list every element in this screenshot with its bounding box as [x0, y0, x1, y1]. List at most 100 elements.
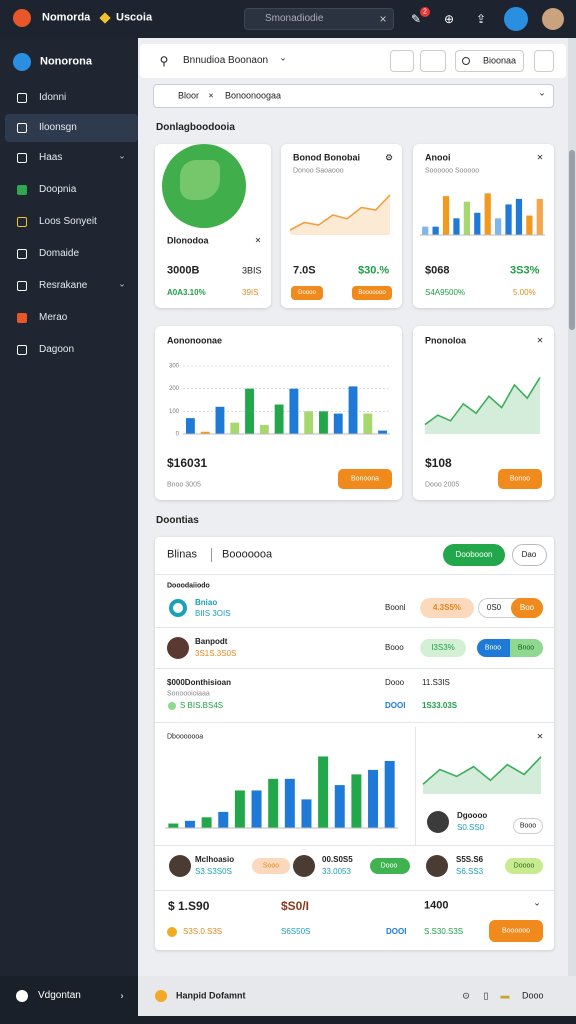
bar: [422, 226, 429, 235]
active-item: [5, 114, 138, 142]
button[interactable]: [291, 286, 323, 300]
button[interactable]: [489, 920, 543, 942]
row-sub: 3S1S.3S0S: [195, 649, 237, 658]
scrollbar: [568, 38, 576, 976]
icon[interactable]: ✎: [410, 12, 422, 26]
chart: [289, 194, 391, 235]
card-subtitle: Bnoo 3005: [167, 481, 201, 489]
toolbar-button: Bioonaa: [483, 55, 517, 66]
button[interactable]: [498, 469, 542, 489]
row-icon-inner: [173, 603, 183, 613]
nav-icon: [17, 93, 27, 103]
toolbar: [140, 44, 566, 78]
selector: Bnnudioa Boonaon: [183, 55, 269, 66]
chevron[interactable]: ⌄: [118, 150, 126, 161]
bar: [304, 411, 314, 434]
bar: [251, 790, 262, 828]
card-title: Anooi: [425, 152, 451, 163]
card-value: 7.0S: [293, 264, 316, 277]
button[interactable]: [512, 544, 547, 566]
bar: [536, 198, 543, 235]
search-placeholder: Smonadiodie: [265, 13, 324, 24]
button[interactable]: [338, 469, 392, 489]
person-name: 00.S0S5: [322, 855, 353, 864]
person-value: S0.SS0: [457, 823, 485, 832]
pill: [370, 858, 410, 874]
logo: [13, 9, 31, 27]
close[interactable]: ✕: [536, 336, 544, 345]
nav-item: Haas: [39, 152, 63, 163]
bar: [259, 424, 269, 434]
search-icon[interactable]: ⚲: [159, 54, 169, 68]
row-sub: BIIS 3OIS: [195, 609, 231, 618]
btn[interactable]: [420, 50, 446, 72]
button[interactable]: [443, 544, 505, 566]
button-label: Doobooon: [455, 550, 493, 559]
tab: Blinas: [167, 548, 197, 561]
y-tick-label: 200: [169, 386, 180, 392]
avatar: [427, 811, 449, 833]
avatar: [167, 637, 189, 659]
pill: [505, 858, 543, 874]
icon[interactable]: ▬: [500, 990, 510, 1001]
btn[interactable]: [455, 50, 524, 72]
chart: [422, 756, 542, 794]
scroll-thumb: [569, 150, 575, 330]
nav-icon: [17, 153, 27, 163]
section-title: Doontias: [156, 515, 199, 526]
avatar: [293, 855, 315, 877]
group-title: Dooodaiiodo: [167, 582, 210, 590]
close[interactable]: ✕: [536, 732, 544, 741]
icon[interactable]: ⊕: [443, 12, 455, 26]
settings[interactable]: ⚙: [384, 152, 394, 163]
close[interactable]: ✕: [536, 153, 544, 162]
bar: [218, 811, 229, 828]
bar: [463, 201, 470, 235]
nav-icon: [17, 281, 27, 291]
total-sub: S6S50S: [281, 927, 311, 936]
nav-item: Merao: [39, 312, 68, 323]
filter-tag: Bloor: [178, 90, 200, 101]
row-label: Boonl: [385, 603, 406, 612]
row-name: Bniao: [195, 598, 218, 607]
divider: [155, 890, 554, 891]
nav-icon: [17, 185, 27, 195]
chevron[interactable]: ⌄: [118, 278, 126, 289]
bar: [526, 215, 533, 235]
close[interactable]: ✕: [254, 236, 262, 245]
pill-label: Sooo: [262, 862, 280, 870]
line: [422, 756, 542, 785]
toggle[interactable]: [510, 639, 543, 657]
chart: [165, 756, 398, 829]
button[interactable]: [352, 286, 392, 300]
bar: [474, 212, 481, 235]
button[interactable]: [513, 818, 543, 834]
total-sub: DOOI: [386, 927, 407, 936]
person-name: S5S.S6: [456, 855, 484, 864]
y-tick-label: 300: [169, 364, 180, 370]
btn[interactable]: [390, 50, 414, 72]
chevron[interactable]: ⌄: [533, 897, 541, 908]
chevron[interactable]: ›: [120, 990, 124, 1001]
divider: [155, 668, 554, 669]
button-label: Doooo: [298, 290, 316, 296]
chevron[interactable]: ⌄: [279, 52, 287, 63]
card-value: $068: [425, 264, 450, 277]
tab: Booooooa: [222, 548, 273, 561]
icon[interactable]: ▯: [483, 990, 489, 1001]
search-box[interactable]: [244, 8, 394, 30]
person-value: 33.0053: [322, 867, 351, 876]
icon[interactable]: ⇪: [475, 12, 487, 26]
filter-clear[interactable]: ×: [208, 90, 214, 101]
search-clear[interactable]: ×: [379, 12, 387, 26]
icon[interactable]: ⊙: [462, 990, 470, 1001]
divider: [155, 574, 554, 575]
filter-bar[interactable]: [153, 84, 554, 108]
card-subtitle: Dooo 2005: [425, 481, 460, 489]
nav-item: Domaide: [39, 248, 80, 259]
toggle[interactable]: [477, 639, 510, 657]
chevron[interactable]: ⌄: [538, 87, 546, 98]
sidebar-logo: [13, 53, 31, 71]
row-value: 1S33.03S: [422, 701, 458, 710]
btn[interactable]: [534, 50, 554, 72]
